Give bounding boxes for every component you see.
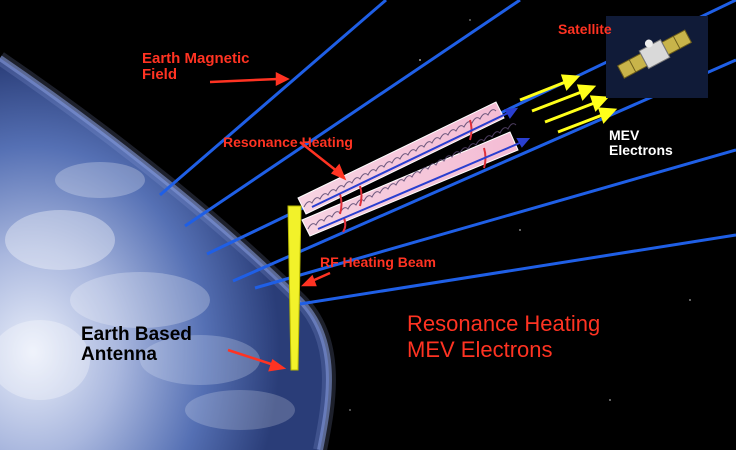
pointer-arrows: [209, 71, 347, 372]
earth-magnetic-field-label-line1: Earth Magnetic: [142, 50, 250, 67]
satellite-icon: [606, 16, 708, 98]
earth: [0, 52, 336, 450]
caption-line1: Resonance Heating: [407, 311, 601, 336]
stars: [349, 19, 691, 411]
helix-coils: [303, 109, 517, 230]
resonance-heating-label: Resonance Heating: [223, 134, 353, 150]
mev-electrons-label-line1: MEV: [609, 127, 640, 143]
diagram-caption: Resonance Heating MEV Electrons: [407, 311, 600, 364]
mev-electron-arrows: [519, 74, 618, 134]
earth-magnetic-field-label-line2: Field: [142, 65, 178, 83]
mev-electrons-label: MEV Electrons: [609, 128, 673, 157]
electron-paths: [311, 107, 531, 230]
caption-line2: MEV Electrons: [407, 337, 553, 363]
earth-based-antenna-label-line1: Earth Based: [81, 324, 192, 345]
rf-heating-beam: [287, 205, 302, 371]
earth-magnetic-field-label: Earth Magnetic Field: [142, 51, 250, 83]
mev-electrons-label-line2: Electrons: [609, 141, 673, 158]
field-line-1: [159, 0, 387, 197]
heating-tube-lower: [301, 131, 519, 237]
field-line-6: [299, 233, 736, 306]
field-line-2: [184, 0, 521, 228]
earth-based-antenna-label-line2: Antenna: [81, 343, 157, 365]
earth-based-antenna-label: Earth Based Antenna: [81, 325, 192, 365]
field-line-5: [254, 148, 736, 290]
satellite-label: Satellite: [558, 21, 612, 37]
rf-heating-beam-label: RF Heating Beam: [320, 254, 436, 270]
resonance-heating-tubes: [297, 101, 531, 237]
